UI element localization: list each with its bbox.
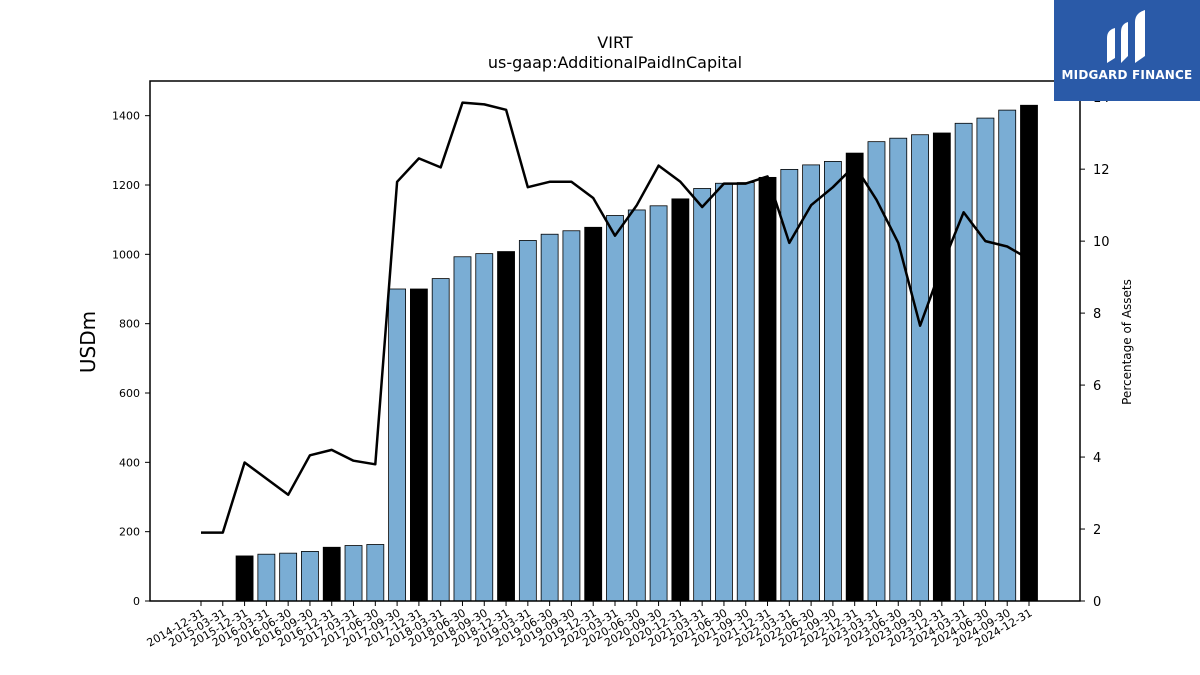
bar [388,288,407,602]
y-right-tick-label: 2 [1093,523,1101,538]
y-tick-label: 0 [133,595,140,608]
y-tick-label: 1000 [112,248,140,261]
bar [823,161,842,602]
bar [911,134,929,602]
bar [497,251,515,602]
bar [584,226,603,602]
logo-mark-icon [1107,10,1145,63]
chart-subtitle: us-gaap:AdditionalPaidInCapital [488,53,742,72]
bar [235,555,254,602]
y-tick-label: 1200 [112,179,140,192]
y-right-tick-label: 6 [1093,379,1101,394]
bar [475,253,494,602]
chart-title: VIRT [597,33,633,52]
bar [518,240,537,602]
bar [279,552,298,602]
bar [540,233,559,602]
bar [322,546,341,602]
bar [257,553,276,602]
line-series [201,101,1030,534]
y-right-tick-label: 4 [1093,451,1101,466]
bar [562,230,581,602]
y-tick-label: 600 [119,387,140,400]
bar [366,544,385,602]
bar [715,182,733,602]
bar [802,164,821,602]
bar [758,176,777,602]
bar [954,122,973,602]
bar [889,137,908,602]
bar [1020,104,1038,602]
y-tick-label: 200 [119,526,140,539]
y-right-tick-label: 12 [1093,163,1110,178]
bar [606,215,624,602]
bar [409,288,428,602]
y-axis-label: USDm [76,311,100,373]
logo-text: MIDGARD FINANCE [1061,68,1193,82]
y-tick-label: 400 [119,456,140,469]
bar [998,109,1017,602]
y-right-tick-label: 0 [1093,595,1101,610]
bar [649,205,668,602]
bar [453,256,472,602]
bar [932,132,951,602]
bar [671,198,690,602]
bar [431,278,450,602]
bar [736,182,755,602]
y-right-tick-label: 10 [1093,235,1110,250]
brand-logo: MIDGARD FINANCE [1054,0,1200,101]
bar [976,117,995,602]
y-tick-label: 800 [119,318,140,331]
bar [344,545,363,602]
bar [693,188,712,602]
y-tick-label: 1400 [112,110,140,123]
bar [627,209,646,602]
y-right-tick-label: 8 [1093,307,1101,322]
bar [301,551,319,602]
y-axis-right-label: Percentage of Assets [1120,279,1134,405]
bar [845,152,864,602]
